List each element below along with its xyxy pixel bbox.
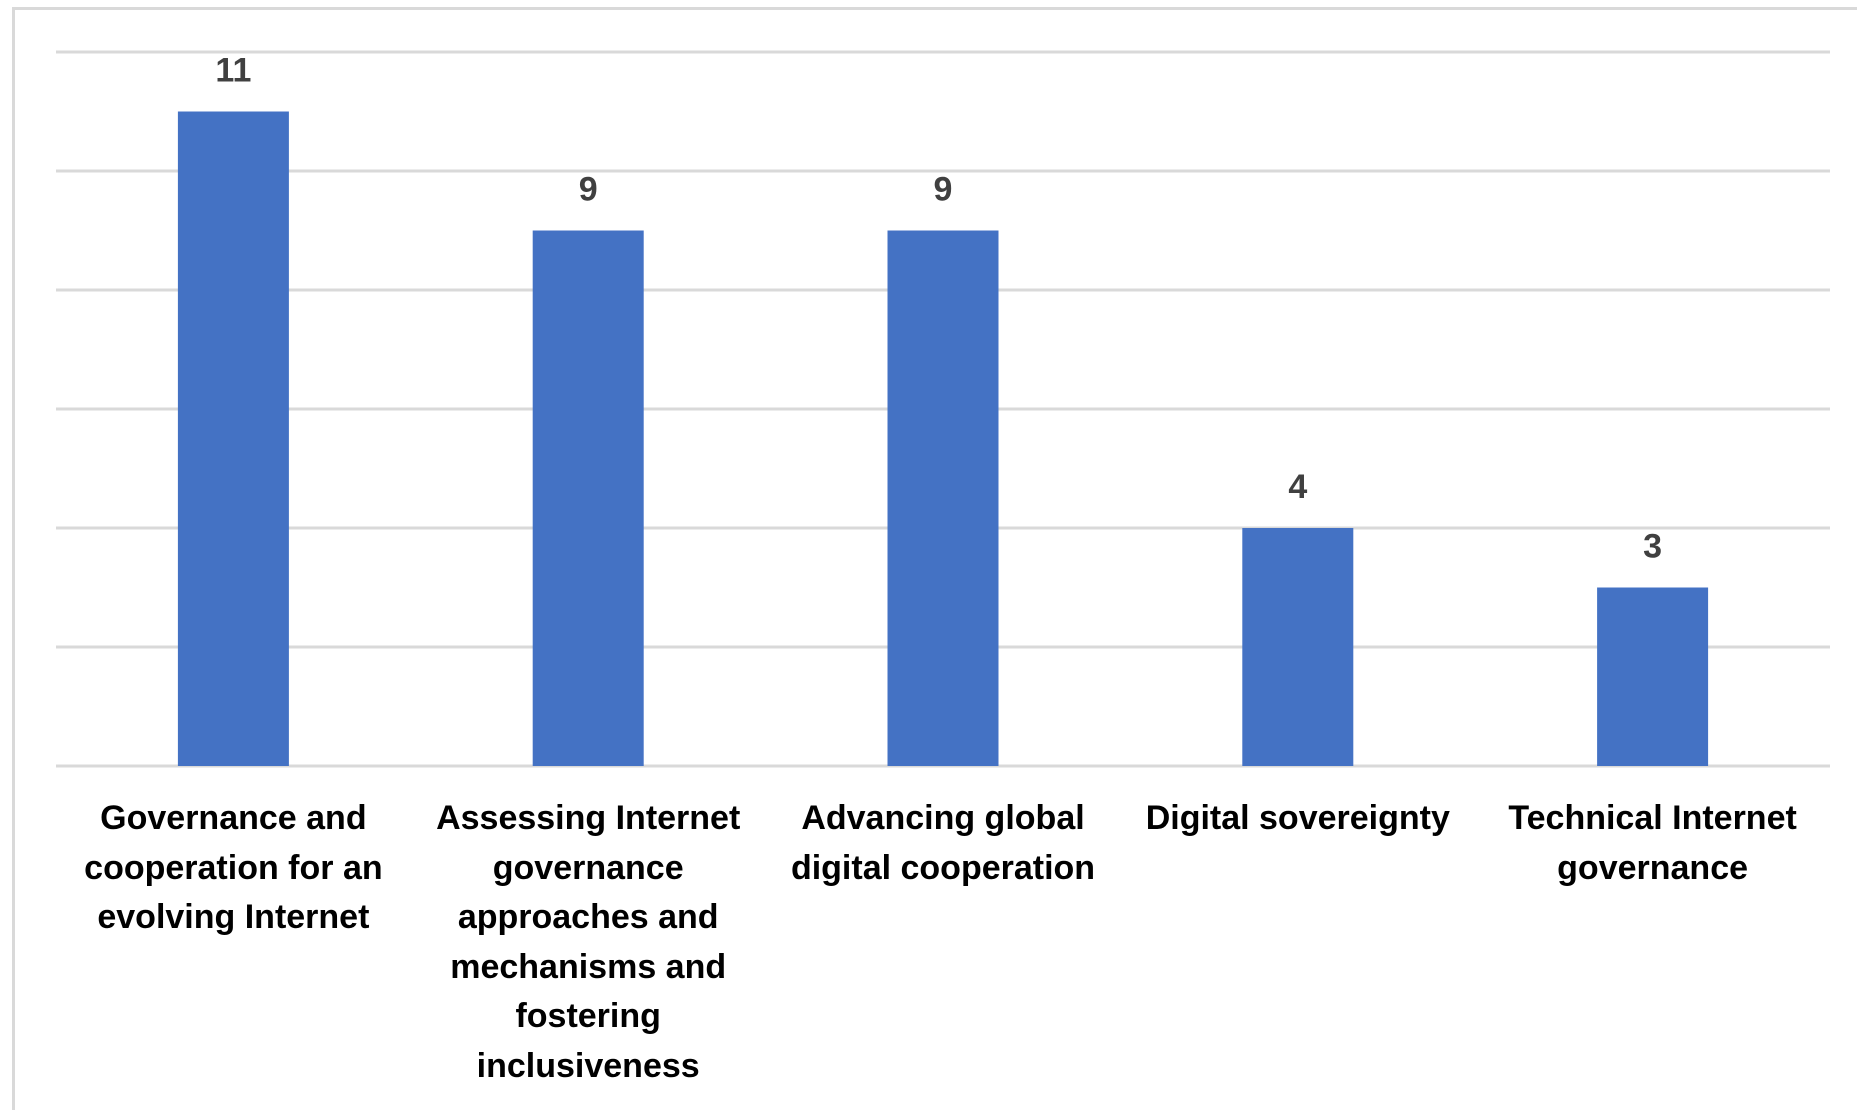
- data-label: 4: [1288, 468, 1307, 506]
- bar: [1597, 587, 1709, 766]
- data-label: 9: [934, 171, 953, 209]
- data-label: 3: [1643, 528, 1662, 566]
- bar: [1242, 528, 1354, 766]
- data-labels: 11 9 9 4 3: [215, 52, 1662, 566]
- bar: [177, 111, 289, 766]
- category-label: Assessing Internet governance approaches…: [436, 799, 741, 1085]
- data-label: 9: [579, 171, 598, 209]
- bar: [887, 230, 999, 766]
- bar: [532, 230, 644, 766]
- bars: [177, 111, 1709, 766]
- category-label: Governance and cooperation for an evolvi…: [84, 799, 383, 936]
- category-label: Technical Internet governance: [1508, 799, 1797, 887]
- category-label: Digital sovereignty: [1145, 799, 1450, 837]
- data-label: 11: [215, 52, 251, 90]
- category-label: Advancing global digital cooperation: [790, 799, 1096, 887]
